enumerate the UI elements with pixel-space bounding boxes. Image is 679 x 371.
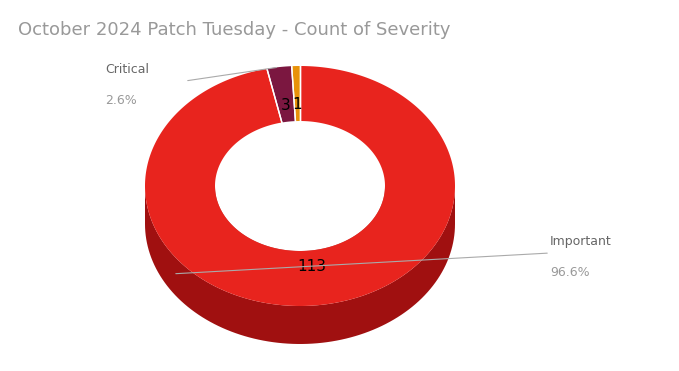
Text: Critical: Critical [105, 63, 149, 76]
Text: 113: 113 [297, 259, 326, 275]
Text: Important: Important [550, 235, 612, 248]
Text: 1: 1 [293, 97, 302, 112]
Polygon shape [215, 186, 385, 270]
Polygon shape [292, 66, 300, 121]
Polygon shape [145, 186, 455, 344]
Text: October 2024 Patch Tuesday - Count of Severity: October 2024 Patch Tuesday - Count of Se… [18, 21, 450, 39]
Polygon shape [267, 66, 295, 122]
Text: 2.6%: 2.6% [105, 94, 136, 107]
Text: 3: 3 [281, 98, 291, 113]
Text: 96.6%: 96.6% [550, 266, 589, 279]
Polygon shape [145, 66, 455, 306]
